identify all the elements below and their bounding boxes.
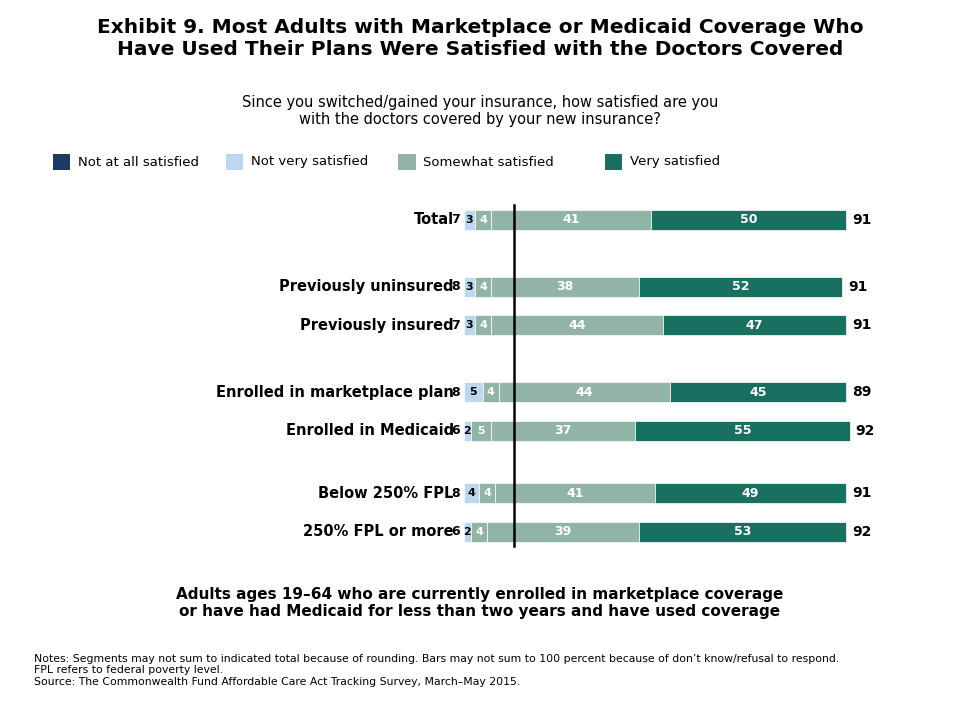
- Text: 50: 50: [739, 213, 757, 226]
- Bar: [464, 276, 475, 297]
- Text: 91: 91: [852, 212, 872, 227]
- Text: 8: 8: [451, 280, 460, 293]
- Text: Enrolled in marketplace plan: Enrolled in marketplace plan: [216, 385, 454, 400]
- Text: 5: 5: [477, 426, 485, 436]
- Text: 91: 91: [848, 280, 867, 294]
- Text: Very satisfied: Very satisfied: [630, 156, 720, 168]
- Text: 8: 8: [451, 386, 460, 399]
- Text: 7: 7: [451, 319, 460, 332]
- Bar: [498, 382, 670, 402]
- Bar: [670, 382, 846, 402]
- Bar: [487, 521, 639, 541]
- Text: Not at all satisfied: Not at all satisfied: [78, 156, 199, 168]
- Bar: [464, 315, 475, 336]
- Text: 4: 4: [483, 488, 491, 498]
- Text: 39: 39: [555, 525, 572, 538]
- Text: Somewhat satisfied: Somewhat satisfied: [423, 156, 554, 168]
- Text: 91: 91: [852, 318, 872, 332]
- Text: 91: 91: [852, 486, 872, 500]
- Text: 4: 4: [479, 215, 487, 225]
- Text: Exhibit 9. Most Adults with Marketplace or Medicaid Coverage Who
Have Used Their: Exhibit 9. Most Adults with Marketplace …: [97, 18, 863, 59]
- Text: 3: 3: [466, 320, 473, 330]
- Text: 41: 41: [563, 213, 580, 226]
- Bar: [491, 276, 639, 297]
- Bar: [471, 521, 487, 541]
- Bar: [636, 420, 850, 441]
- Text: 3: 3: [466, 282, 473, 292]
- Text: 4: 4: [479, 320, 487, 330]
- Bar: [651, 210, 846, 230]
- Bar: [475, 276, 491, 297]
- Text: 55: 55: [733, 424, 752, 437]
- Text: 92: 92: [852, 525, 872, 539]
- Text: 4: 4: [468, 488, 475, 498]
- Text: 3: 3: [466, 215, 473, 225]
- Text: Previously uninsured: Previously uninsured: [279, 279, 454, 294]
- Bar: [464, 521, 471, 541]
- Text: 2: 2: [464, 526, 471, 536]
- Text: Notes: Segments may not sum to indicated total because of rounding. Bars may not: Notes: Segments may not sum to indicated…: [34, 654, 839, 687]
- Bar: [639, 276, 842, 297]
- Text: Total: Total: [414, 212, 454, 227]
- Text: 7: 7: [451, 213, 460, 226]
- Text: 2: 2: [464, 426, 471, 436]
- Bar: [662, 315, 846, 336]
- Text: Previously insured: Previously insured: [300, 318, 454, 333]
- Bar: [479, 483, 494, 503]
- Text: 4: 4: [487, 387, 494, 397]
- Bar: [471, 420, 491, 441]
- Bar: [491, 210, 651, 230]
- Text: 47: 47: [746, 319, 763, 332]
- Bar: [464, 420, 471, 441]
- Text: 45: 45: [750, 386, 767, 399]
- Text: Not very satisfied: Not very satisfied: [251, 156, 368, 168]
- Text: 53: 53: [733, 525, 752, 538]
- Bar: [639, 521, 846, 541]
- Text: 49: 49: [742, 487, 759, 500]
- Text: Below 250% FPL: Below 250% FPL: [319, 486, 454, 500]
- Text: Adults ages 19–64 who are currently enrolled in marketplace coverage
or have had: Adults ages 19–64 who are currently enro…: [177, 587, 783, 619]
- Bar: [491, 420, 636, 441]
- Text: 37: 37: [554, 424, 572, 437]
- Bar: [491, 315, 662, 336]
- Text: 41: 41: [566, 487, 584, 500]
- Text: 250% FPL or more: 250% FPL or more: [303, 524, 454, 539]
- Text: 44: 44: [568, 319, 586, 332]
- Bar: [475, 210, 491, 230]
- Bar: [475, 315, 491, 336]
- Text: 89: 89: [852, 385, 872, 400]
- Text: 52: 52: [732, 280, 750, 293]
- Text: 8: 8: [451, 487, 460, 500]
- Bar: [464, 483, 479, 503]
- Text: Since you switched/gained your insurance, how satisfied are you
with the doctors: Since you switched/gained your insurance…: [242, 95, 718, 127]
- Bar: [655, 483, 846, 503]
- Text: 6: 6: [451, 424, 460, 437]
- Text: 38: 38: [557, 280, 574, 293]
- Text: 4: 4: [479, 282, 487, 292]
- Text: 92: 92: [855, 424, 876, 438]
- Text: Enrolled in Medicaid: Enrolled in Medicaid: [286, 423, 454, 438]
- Bar: [483, 382, 498, 402]
- Bar: [464, 210, 475, 230]
- Text: 44: 44: [576, 386, 593, 399]
- Bar: [494, 483, 655, 503]
- Text: 4: 4: [475, 526, 483, 536]
- Bar: [464, 382, 483, 402]
- Text: 6: 6: [451, 525, 460, 538]
- Text: 5: 5: [469, 387, 477, 397]
